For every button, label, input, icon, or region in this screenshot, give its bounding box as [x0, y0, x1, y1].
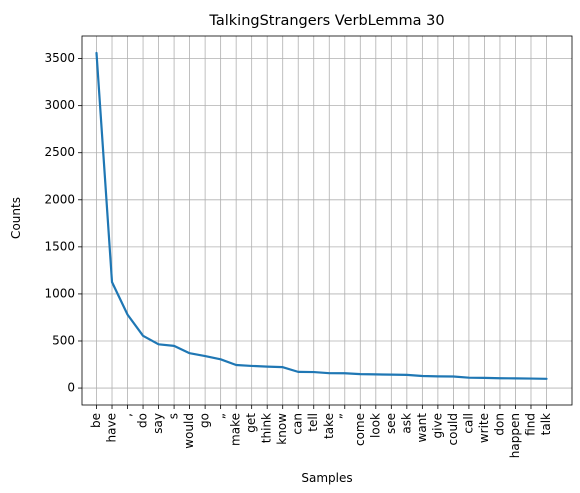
series-line-layer	[95, 51, 548, 380]
x-tick-label: go	[198, 413, 212, 428]
y-tick-label: 3500	[44, 51, 75, 65]
x-axis-label: Samples	[301, 471, 352, 485]
x-tick-label: „	[213, 413, 227, 419]
x-tick-label: look	[368, 413, 382, 438]
chart-title: TalkingStrangers VerbLemma 30	[208, 13, 444, 29]
x-tick-label: can	[291, 413, 305, 435]
x-tick-label: have	[105, 413, 119, 442]
x-tick-label: s	[167, 413, 181, 419]
y-tick-label: 0	[67, 381, 75, 395]
x-tick-label: talk	[539, 413, 553, 435]
x-tick-label: say	[151, 413, 165, 434]
x-tick-label: call	[461, 413, 475, 434]
x-tick-label: could	[446, 413, 460, 446]
x-tick-label: tell	[306, 413, 320, 432]
x-tick-label: ,	[120, 413, 134, 417]
x-tick-label: get	[244, 413, 258, 433]
x-tick-label: make	[229, 413, 243, 446]
x-tick-label: don	[492, 413, 506, 436]
x-tick-label: write	[477, 413, 491, 443]
y-tick-label: 500	[52, 333, 75, 347]
x-tick-label: give	[430, 413, 444, 438]
y-tick-label: 2500	[44, 145, 75, 159]
x-tick-label: see	[384, 413, 398, 434]
y-tick-label: 1000	[44, 286, 75, 300]
y-tick-label: 3000	[44, 98, 75, 112]
x-tick-label: would	[182, 413, 196, 449]
x-axis-ticks: be have, do say s would go „ make get think know can…	[89, 405, 553, 458]
x-tick-label: be	[89, 413, 103, 428]
plot-frame	[81, 35, 573, 406]
grid	[82, 36, 572, 405]
y-tick-label: 2000	[44, 192, 75, 206]
x-tick-label: find	[523, 413, 537, 436]
x-tick-label: know	[275, 413, 289, 445]
x-tick-label: do	[136, 413, 150, 428]
series-line	[95, 51, 548, 380]
x-tick-label: ”	[337, 413, 351, 419]
x-tick-label: come	[353, 413, 367, 446]
y-axis-label: Counts	[9, 197, 23, 239]
x-tick-label: happen	[508, 413, 522, 458]
x-tick-label: think	[260, 413, 274, 443]
x-tick-label: want	[415, 413, 429, 443]
x-tick-label: ask	[399, 413, 413, 434]
y-tick-label: 1500	[44, 239, 75, 253]
x-tick-label: take	[322, 413, 336, 439]
y-axis-ticks: 0 500 1000 1500 2000 2500 3000 3500	[44, 51, 82, 395]
